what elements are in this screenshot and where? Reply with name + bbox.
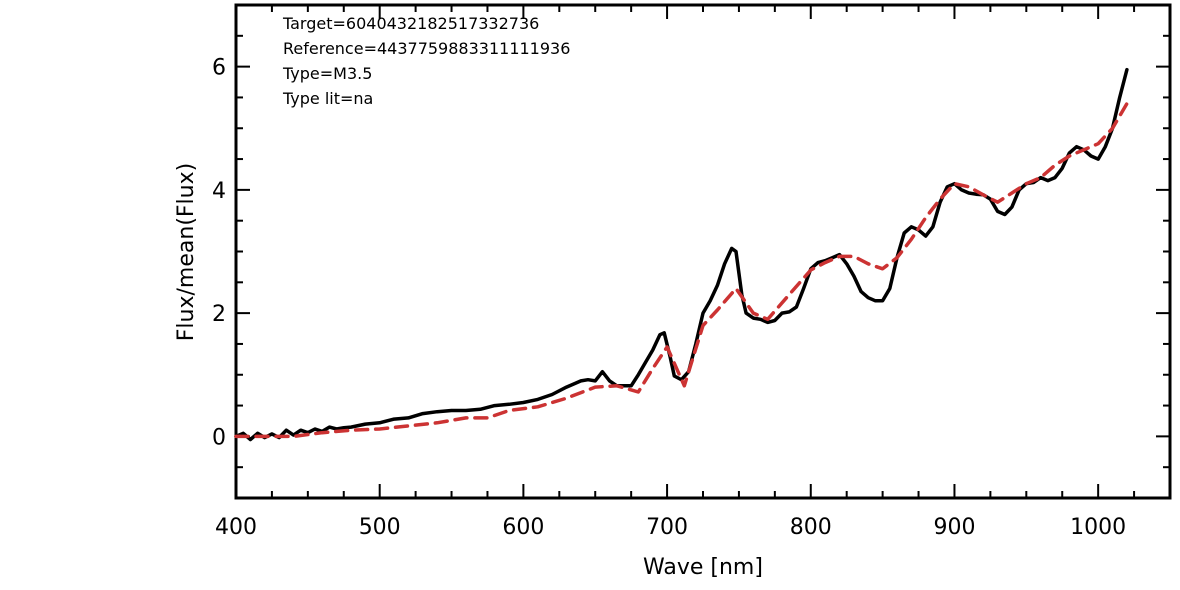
y-tick-label: 0 bbox=[212, 425, 226, 450]
annotation-type: Type=M3.5 bbox=[282, 64, 372, 83]
y-tick-label: 6 bbox=[212, 56, 226, 81]
series-lines bbox=[234, 67, 1129, 442]
reference-spectrum-line bbox=[234, 101, 1129, 439]
annotation-type-lit: Type lit=na bbox=[282, 89, 373, 108]
x-tick-label: 900 bbox=[933, 515, 975, 540]
x-tick-label: 1000 bbox=[1070, 515, 1126, 540]
annotation-reference: Reference=4437759883311111936 bbox=[283, 39, 570, 58]
annotation-target: Target=6040432182517332736 bbox=[282, 14, 539, 33]
y-axis-label: Flux/mean(Flux) bbox=[174, 163, 199, 341]
y-tick-label: 4 bbox=[212, 179, 226, 204]
x-tick-label: 800 bbox=[790, 515, 832, 540]
x-tick-label: 600 bbox=[502, 515, 544, 540]
x-tick-label: 500 bbox=[359, 515, 401, 540]
tick-labels: 400 500 600 700 800 900 1000 0 2 4 6 bbox=[212, 56, 1126, 540]
x-tick-label: 700 bbox=[646, 515, 688, 540]
x-tick-label: 400 bbox=[215, 515, 257, 540]
x-axis-label: Wave [nm] bbox=[643, 555, 763, 580]
target-spectrum-line bbox=[234, 67, 1129, 442]
y-tick-label: 2 bbox=[212, 302, 226, 327]
